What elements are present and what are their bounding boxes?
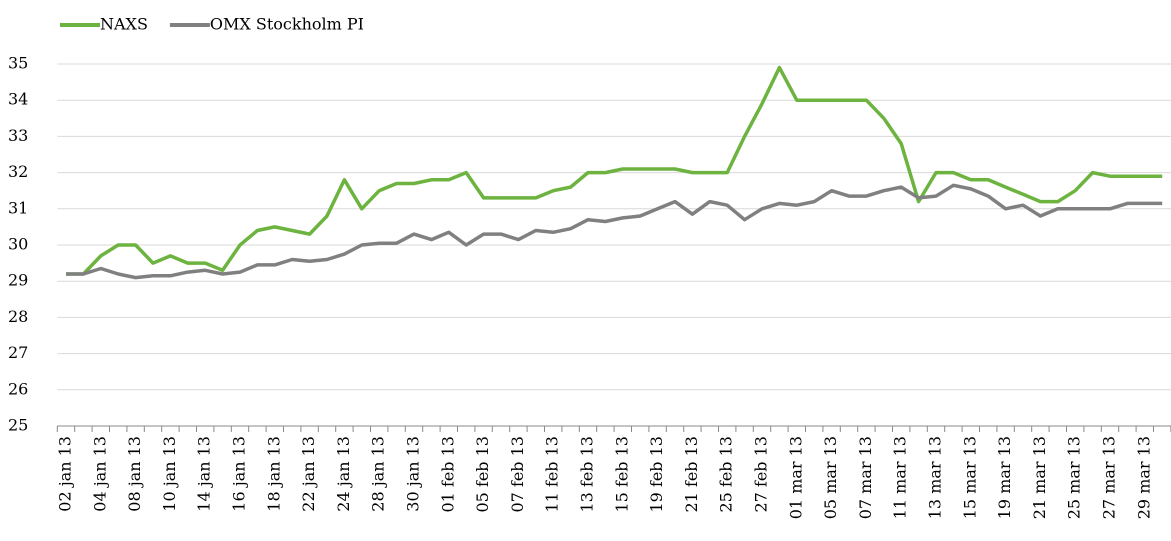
x-tick-label: 02 jan 13: [56, 436, 75, 512]
x-tick-label: 27 mar 13: [1100, 436, 1119, 519]
y-tick-label: 35: [8, 54, 28, 73]
x-tick-label: 04 jan 13: [90, 436, 109, 512]
x-tick-label: 24 jan 13: [334, 436, 353, 512]
x-tick-label: 11 feb 13: [543, 436, 562, 513]
x-tick-label: 05 feb 13: [473, 436, 492, 513]
y-tick-label: 33: [8, 126, 28, 145]
x-tick-label: 19 feb 13: [647, 436, 666, 513]
x-tick-label: 21 mar 13: [1030, 436, 1049, 519]
y-tick-label: 28: [8, 307, 28, 326]
x-tick-label: 16 jan 13: [230, 436, 249, 512]
x-tick-label: 08 jan 13: [125, 436, 144, 512]
x-tick-label: 15 feb 13: [612, 436, 631, 513]
x-tick-label: 21 feb 13: [682, 436, 701, 513]
series-line: [66, 65, 1163, 276]
x-tick-label: 05 mar 13: [821, 436, 840, 519]
y-tick-label: 29: [8, 271, 28, 290]
series-line: [66, 183, 1163, 280]
legend-label: OMX Stockholm PI: [210, 15, 364, 34]
x-tick-label: 13 feb 13: [578, 436, 597, 513]
x-tick-label: 25 feb 13: [717, 436, 736, 513]
x-tick-label: 10 jan 13: [160, 436, 179, 512]
y-tick-label: 34: [8, 90, 28, 109]
x-tick-label: 13 mar 13: [926, 436, 945, 519]
x-tick-label: 01 mar 13: [786, 436, 805, 519]
y-tick-label: 25: [8, 416, 28, 435]
y-tick-label: 30: [8, 235, 28, 254]
x-tick-label: 07 feb 13: [508, 436, 527, 513]
y-tick-label: 27: [8, 343, 28, 362]
x-tick-label: 25 mar 13: [1065, 436, 1084, 519]
legend-label: NAXS: [100, 15, 148, 34]
y-tick-label: 26: [8, 379, 28, 398]
x-tick-label: 28 jan 13: [369, 436, 388, 512]
y-tick-label: 31: [8, 198, 28, 217]
x-tick-label: 22 jan 13: [299, 436, 318, 512]
x-tick-label: 30 jan 13: [404, 436, 423, 512]
x-tick-label: 11 mar 13: [891, 436, 910, 519]
x-tick-label: 27 feb 13: [752, 436, 771, 513]
x-tick-label: 07 mar 13: [856, 436, 875, 519]
x-tick-label: 29 mar 13: [1134, 436, 1153, 519]
x-tick-label: 15 mar 13: [960, 436, 979, 519]
x-tick-label: 14 jan 13: [195, 436, 214, 512]
x-tick-label: 18 jan 13: [264, 436, 283, 512]
x-tick-label: 01 feb 13: [438, 436, 457, 513]
y-tick-label: 32: [8, 162, 28, 181]
x-tick-label: 19 mar 13: [995, 436, 1014, 519]
